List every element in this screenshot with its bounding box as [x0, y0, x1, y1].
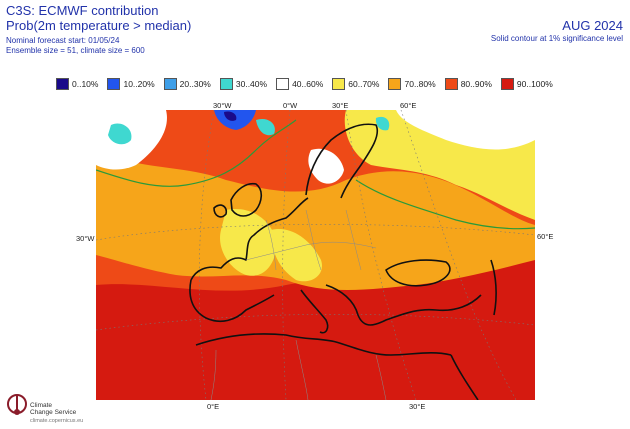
legend-swatch [107, 78, 121, 90]
forecast-start-text: Nominal forecast start: 01/05/24 [6, 36, 120, 45]
legend-swatch [219, 78, 233, 90]
lon-label-30w: 30°W [213, 101, 232, 110]
legend-label: 60..70% [348, 79, 380, 89]
legend-item: 30..40% [219, 78, 268, 90]
legend-item: 10..20% [107, 78, 155, 90]
field-60-70-central [271, 229, 322, 282]
logo-line-1: Climate [30, 402, 53, 409]
legend-swatch [388, 78, 402, 90]
significance-contour [96, 119, 297, 187]
legend-swatch [500, 78, 514, 90]
logo-line-2: Change Service [30, 409, 77, 416]
legend-item: 60..70% [332, 78, 379, 90]
legend-label: 90..100% [516, 79, 553, 89]
legend-item: 20..30% [163, 78, 211, 90]
legend-label: 0..10% [72, 79, 99, 89]
legend-label: 70..80% [404, 79, 436, 89]
legend-item: 80..90% [444, 78, 492, 90]
significance-note: Solid contour at 1% significance level [490, 34, 623, 43]
forecast-period: AUG 2024 [562, 18, 623, 33]
legend-label: 80..90% [460, 79, 492, 89]
legend-item: 0..10% [56, 78, 98, 90]
lon-label-bottom-0: 0°E [207, 402, 220, 411]
map-title: C3S: ECMWF contribution [6, 3, 159, 18]
logo-text: Climate Change Service [30, 402, 76, 416]
legend-item: 90..100% [500, 78, 553, 90]
legend-label: 10..20% [123, 79, 155, 89]
lon-label-bottom-30e: 30°E [409, 402, 426, 411]
field-30-40-north [375, 116, 390, 131]
ensemble-size-text: Ensemble size = 51, climate size = 600 [6, 46, 145, 55]
field-30-40-west [108, 123, 132, 145]
legend-label: 30..40% [235, 79, 268, 89]
lon-label-0: 0°W [283, 101, 298, 110]
lat-label-right: 60°E [537, 232, 554, 241]
graticule [96, 110, 535, 400]
copernicus-logo [7, 394, 27, 415]
map-subtitle: Prob(2m temperature > median) [6, 18, 192, 33]
legend-swatch [56, 78, 69, 90]
country-borders [210, 209, 387, 400]
probability-legend: 0..10% 10..20% 20..30% 30..40% 40..60% 6… [56, 78, 562, 90]
legend-label: 20..30% [179, 79, 211, 89]
lon-label-30e: 30°E [332, 101, 349, 110]
legend-swatch [332, 78, 346, 90]
legend-label: 40..60% [292, 79, 324, 89]
legend-swatch [276, 78, 290, 90]
field-70-80 [96, 150, 535, 290]
logo-url: climate.copernicus.eu [30, 418, 84, 424]
field-30-40-iceland [256, 118, 275, 136]
map-canvas [96, 110, 535, 400]
lon-label-60e: 60°E [400, 101, 417, 110]
probability-map [96, 110, 535, 400]
field-40-60-arctic [396, 110, 535, 150]
coastlines [189, 123, 497, 400]
legend-item: 70..80% [388, 78, 436, 90]
legend-item: 40..60% [276, 78, 323, 90]
field-0-10 [224, 111, 237, 121]
lat-label-left: 30°W [76, 234, 95, 243]
significance-contour [355, 179, 535, 230]
legend-swatch [163, 78, 177, 90]
legend-swatch [444, 78, 458, 90]
